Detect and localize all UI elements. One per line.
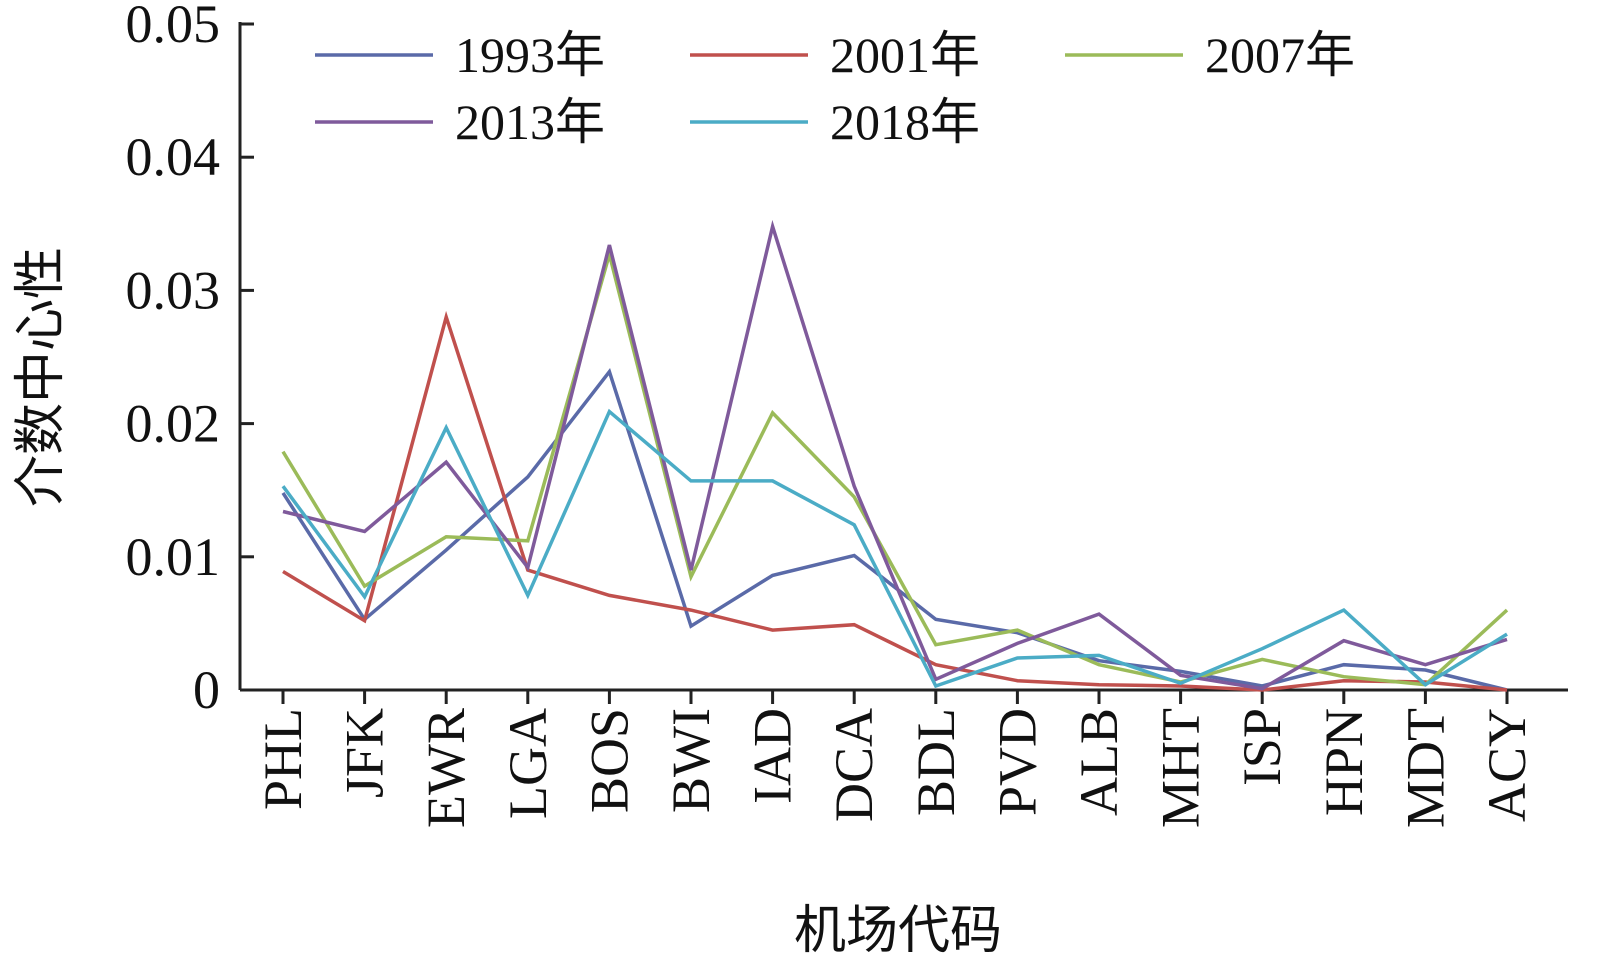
x-tick-label: PVD — [987, 708, 1047, 816]
legend-label: 1993年 — [455, 27, 605, 83]
x-tick-label: IAD — [743, 708, 803, 804]
legend-label: 2007年 — [1205, 27, 1355, 83]
legend-label: 2013年 — [455, 94, 605, 150]
legend-label: 2001年 — [830, 27, 980, 83]
x-axis-ticks: PHL JFK EWR LGA BOS BWI IAD DCA BDL PVD ALB MHT ISP H… — [253, 690, 1537, 828]
plot-area: 0 0.01 0.02 0.03 0.04 0.05 PHL JFK EWR LGA BOS BWI… — [126, 0, 1568, 828]
x-tick-label: EWR — [416, 708, 476, 828]
y-tick-label: 0.01 — [126, 527, 221, 587]
x-tick-label: JFK — [335, 708, 395, 798]
x-tick-label: MHT — [1151, 708, 1211, 828]
legend: 1993年 2001年 2007年 2013年 2018年 — [315, 27, 1355, 150]
x-tick-label: DCA — [824, 708, 884, 822]
x-tick-label: MDT — [1395, 708, 1455, 828]
series-lines — [281, 219, 1509, 692]
y-tick-label: 0 — [193, 660, 220, 720]
series-line — [281, 368, 1508, 692]
x-tick-label: PHL — [253, 708, 313, 810]
series-line — [282, 310, 1508, 692]
y-tick-label: 0.05 — [126, 0, 221, 54]
x-tick-label: ALB — [1069, 708, 1129, 816]
series-line — [281, 247, 1509, 687]
x-tick-label: BOS — [579, 708, 639, 813]
y-tick-label: 0.02 — [126, 394, 221, 454]
y-tick-label: 0.04 — [126, 127, 221, 187]
x-tick-label: ACY — [1477, 708, 1537, 822]
x-tick-label: ISP — [1232, 708, 1292, 786]
y-axis-ticks: 0 0.01 0.02 0.03 0.04 0.05 — [126, 0, 254, 720]
y-axis-title: 介数中心性 — [11, 247, 71, 507]
y-tick-label: 0.03 — [126, 260, 221, 320]
x-axis-title: 机场代码 — [794, 901, 1002, 961]
x-tick-label: BWI — [661, 708, 721, 813]
series-line — [281, 408, 1508, 689]
x-tick-label: BDL — [906, 708, 966, 816]
x-tick-label: LGA — [498, 708, 558, 819]
legend-label: 2018年 — [830, 94, 980, 150]
x-tick-label: HPN — [1314, 708, 1374, 816]
